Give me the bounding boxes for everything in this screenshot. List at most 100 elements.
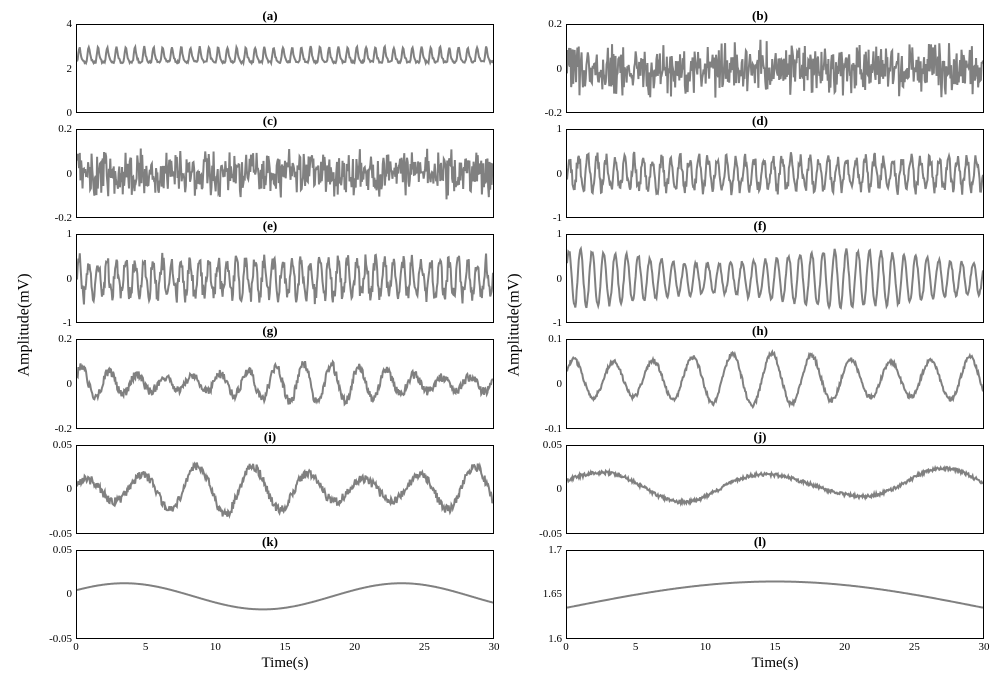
panel-title: (j) (530, 429, 990, 445)
plot-area (76, 550, 494, 639)
panel-title: (k) (40, 534, 500, 550)
y-ticks: 1.61.651.7 (530, 550, 564, 639)
signal-trace (77, 235, 493, 322)
y-axis-label-left: Amplitude(mV) (10, 10, 40, 641)
y-tick-label: 1 (530, 228, 562, 240)
y-ticks: -0.0500.05 (40, 445, 74, 534)
y-tick-label: 0.2 (40, 333, 72, 345)
signal-trace (77, 340, 493, 427)
plot-area (76, 445, 494, 534)
panel-a: (a)024 (40, 10, 500, 115)
y-tick-label: 0 (530, 273, 562, 285)
y-tick-label: 0 (530, 378, 562, 390)
plot-area (566, 445, 984, 534)
y-tick-label: 0 (40, 378, 72, 390)
panel-title: (h) (530, 323, 990, 339)
signal-trace (77, 446, 493, 533)
x-tick-label: 30 (489, 641, 500, 653)
panel-h: (h)-0.100.1 (530, 325, 990, 430)
y-ticks: -101 (40, 234, 74, 323)
y-ticks: -101 (530, 234, 564, 323)
y-ticks: -0.0500.05 (40, 550, 74, 639)
signal-trace (567, 130, 983, 217)
x-tick-label: 25 (909, 641, 920, 653)
y-tick-label: 4 (40, 18, 72, 30)
x-tick-label: 0 (563, 641, 569, 653)
panel-b: (b)-0.200.2 (530, 10, 990, 115)
y-ticks: 024 (40, 24, 74, 113)
plot-area (76, 24, 494, 113)
y-tick-label: 0.05 (530, 439, 562, 451)
x-tick-label: 15 (770, 641, 781, 653)
y-tick-label: 0 (40, 588, 72, 600)
y-tick-label: 0.05 (40, 439, 72, 451)
y-tick-label: 2 (40, 63, 72, 75)
x-tick-label: 0 (73, 641, 79, 653)
y-tick-label: 0 (530, 168, 562, 180)
y-tick-label: 1.65 (530, 588, 562, 600)
y-tick-label: 1 (530, 123, 562, 135)
y-tick-label: 0.1 (530, 333, 562, 345)
panel-title: (f) (530, 218, 990, 234)
x-tick-label: 30 (979, 641, 990, 653)
y-tick-label: 1 (40, 228, 72, 240)
plot-area (566, 339, 984, 428)
plot-area (566, 129, 984, 218)
panel-title: (e) (40, 218, 500, 234)
signal-trace (567, 25, 983, 112)
panel-f: (f)-101 (530, 220, 990, 325)
panel-e: (e)-101 (40, 220, 500, 325)
plot-area (566, 550, 984, 639)
x-tick-label: 5 (143, 641, 149, 653)
signal-trace (77, 25, 493, 112)
x-tick-label: 10 (210, 641, 221, 653)
plot-area (76, 129, 494, 218)
panel-title: (g) (40, 323, 500, 339)
panel-j: (j)-0.0500.05 (530, 431, 990, 536)
panel-title: (a) (40, 8, 500, 24)
signal-decomposition-figure: Amplitude(mV) Amplitude(mV) (a)024(b)-0.… (10, 10, 990, 669)
panel-title: (b) (530, 8, 990, 24)
y-tick-label: 0.2 (530, 18, 562, 30)
y-ticks: -0.200.2 (40, 129, 74, 218)
signal-trace (77, 130, 493, 217)
panel-title: (c) (40, 113, 500, 129)
x-tick-label: 15 (280, 641, 291, 653)
panel-title: (i) (40, 429, 500, 445)
panel-d: (d)-101 (530, 115, 990, 220)
y-ticks: -0.200.2 (530, 24, 564, 113)
y-tick-label: 0 (40, 168, 72, 180)
y-ticks: -0.200.2 (40, 339, 74, 428)
plot-area (76, 339, 494, 428)
y-tick-label: 0 (530, 63, 562, 75)
y-tick-label: 0 (40, 273, 72, 285)
x-tick-label: 25 (419, 641, 430, 653)
signal-trace (567, 235, 983, 322)
y-axis-label-right: Amplitude(mV) (500, 10, 530, 641)
x-axis-label: Time(s) (76, 655, 494, 672)
signal-trace (567, 446, 983, 533)
panel-g: (g)-0.200.2 (40, 325, 500, 430)
panel-l: (l)1.61.651.7 (530, 536, 990, 641)
x-axis: 0 5 10 15 20 25 30 Time(s) (40, 641, 500, 669)
x-axis: 051015202530Time(s) (530, 641, 990, 669)
plot-area (566, 234, 984, 323)
signal-trace (567, 340, 983, 427)
x-tick-label: 10 (700, 641, 711, 653)
y-tick-label: 0 (40, 483, 72, 495)
x-tick-label: 20 (349, 641, 360, 653)
y-tick-label: 0.05 (40, 544, 72, 556)
x-tick-label: 20 (839, 641, 850, 653)
y-ticks: -101 (530, 129, 564, 218)
y-tick-label: 0.2 (40, 123, 72, 135)
panel-k: (k)-0.0500.05 (40, 536, 500, 641)
signal-trace (77, 551, 493, 638)
x-axis-label: Time(s) (566, 655, 984, 672)
panel-title: (l) (530, 534, 990, 550)
y-tick-label: 0 (530, 483, 562, 495)
y-ticks: -0.0500.05 (530, 445, 564, 534)
y-ticks: -0.100.1 (530, 339, 564, 428)
panel-title: (d) (530, 113, 990, 129)
plot-area (76, 234, 494, 323)
panel-i: (i)-0.0500.05 (40, 431, 500, 536)
